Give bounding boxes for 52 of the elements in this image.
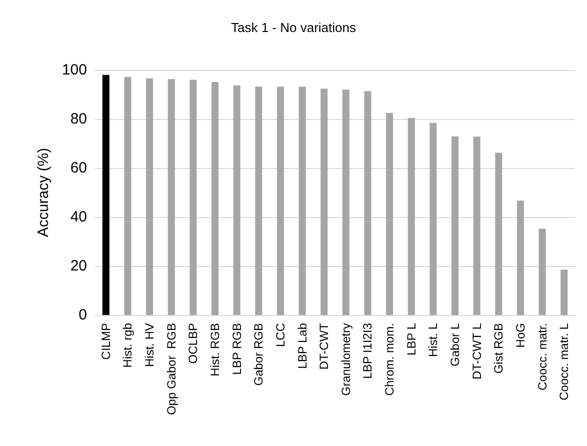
x-tick-label: Granulometry — [338, 323, 353, 396]
y-tick-label: 100 — [62, 62, 87, 78]
bar — [320, 88, 328, 315]
x-tick-label: LBP Lab — [295, 322, 310, 369]
x-tick-label: Hist. rgb — [120, 322, 135, 368]
x-tick-label: Hist. HV — [142, 323, 157, 368]
bar — [560, 270, 568, 315]
x-tick-label: Opp Gabor RGB — [164, 323, 178, 416]
bar — [146, 78, 154, 315]
bar — [408, 118, 415, 315]
bar — [364, 91, 372, 315]
x-tick-label: LBP I1I2I3 — [360, 322, 375, 379]
x-tick-label: Coocc. matr. L — [557, 322, 572, 400]
x-tick-label: OCLBP — [186, 323, 200, 364]
x-tick-label: LBP L — [404, 322, 418, 356]
x-tick-label: LCC — [273, 322, 288, 348]
x-tick-label: Gabor RGB — [252, 323, 266, 386]
bar — [452, 136, 458, 315]
bar — [124, 76, 132, 315]
x-tick-label: DT-CWT — [317, 322, 332, 370]
x-tick-label: Gabor L — [448, 322, 462, 366]
y-tick-label: 0 — [78, 306, 87, 324]
bar — [255, 86, 262, 315]
bar — [276, 86, 284, 315]
bar — [233, 85, 240, 315]
bar — [298, 86, 306, 315]
bar — [102, 74, 110, 315]
x-tick-label: Gist RGB — [492, 323, 506, 374]
bar — [168, 79, 175, 315]
bar — [473, 136, 480, 315]
x-tick-label: Coocc. matr. — [535, 323, 550, 390]
bar — [516, 200, 524, 315]
y-tick-label: 80 — [70, 110, 87, 128]
x-tick-label: Hist. L — [426, 322, 440, 358]
bar — [538, 228, 546, 315]
x-tick-label: LBP RGB — [230, 323, 244, 375]
chart-title: Task 1 - No variations — [231, 20, 356, 35]
bar — [212, 82, 218, 315]
bar — [430, 122, 437, 315]
bar — [342, 90, 350, 315]
x-tick-label: Hist. RGB — [208, 323, 222, 376]
y-tick-label: 40 — [70, 208, 87, 226]
x-tick-label: CILMP — [98, 323, 113, 360]
x-tick-label: HoG — [513, 323, 528, 348]
x-tick-label: DT-CWT L — [470, 322, 484, 380]
bar — [190, 80, 197, 315]
y-axis-title: Accuracy (%) — [35, 148, 52, 238]
bar — [386, 112, 394, 315]
bar — [495, 152, 502, 315]
y-tick-label: 60 — [70, 160, 87, 176]
x-tick-label: Chrom. mom. — [382, 323, 397, 396]
y-tick-label: 20 — [70, 258, 87, 274]
